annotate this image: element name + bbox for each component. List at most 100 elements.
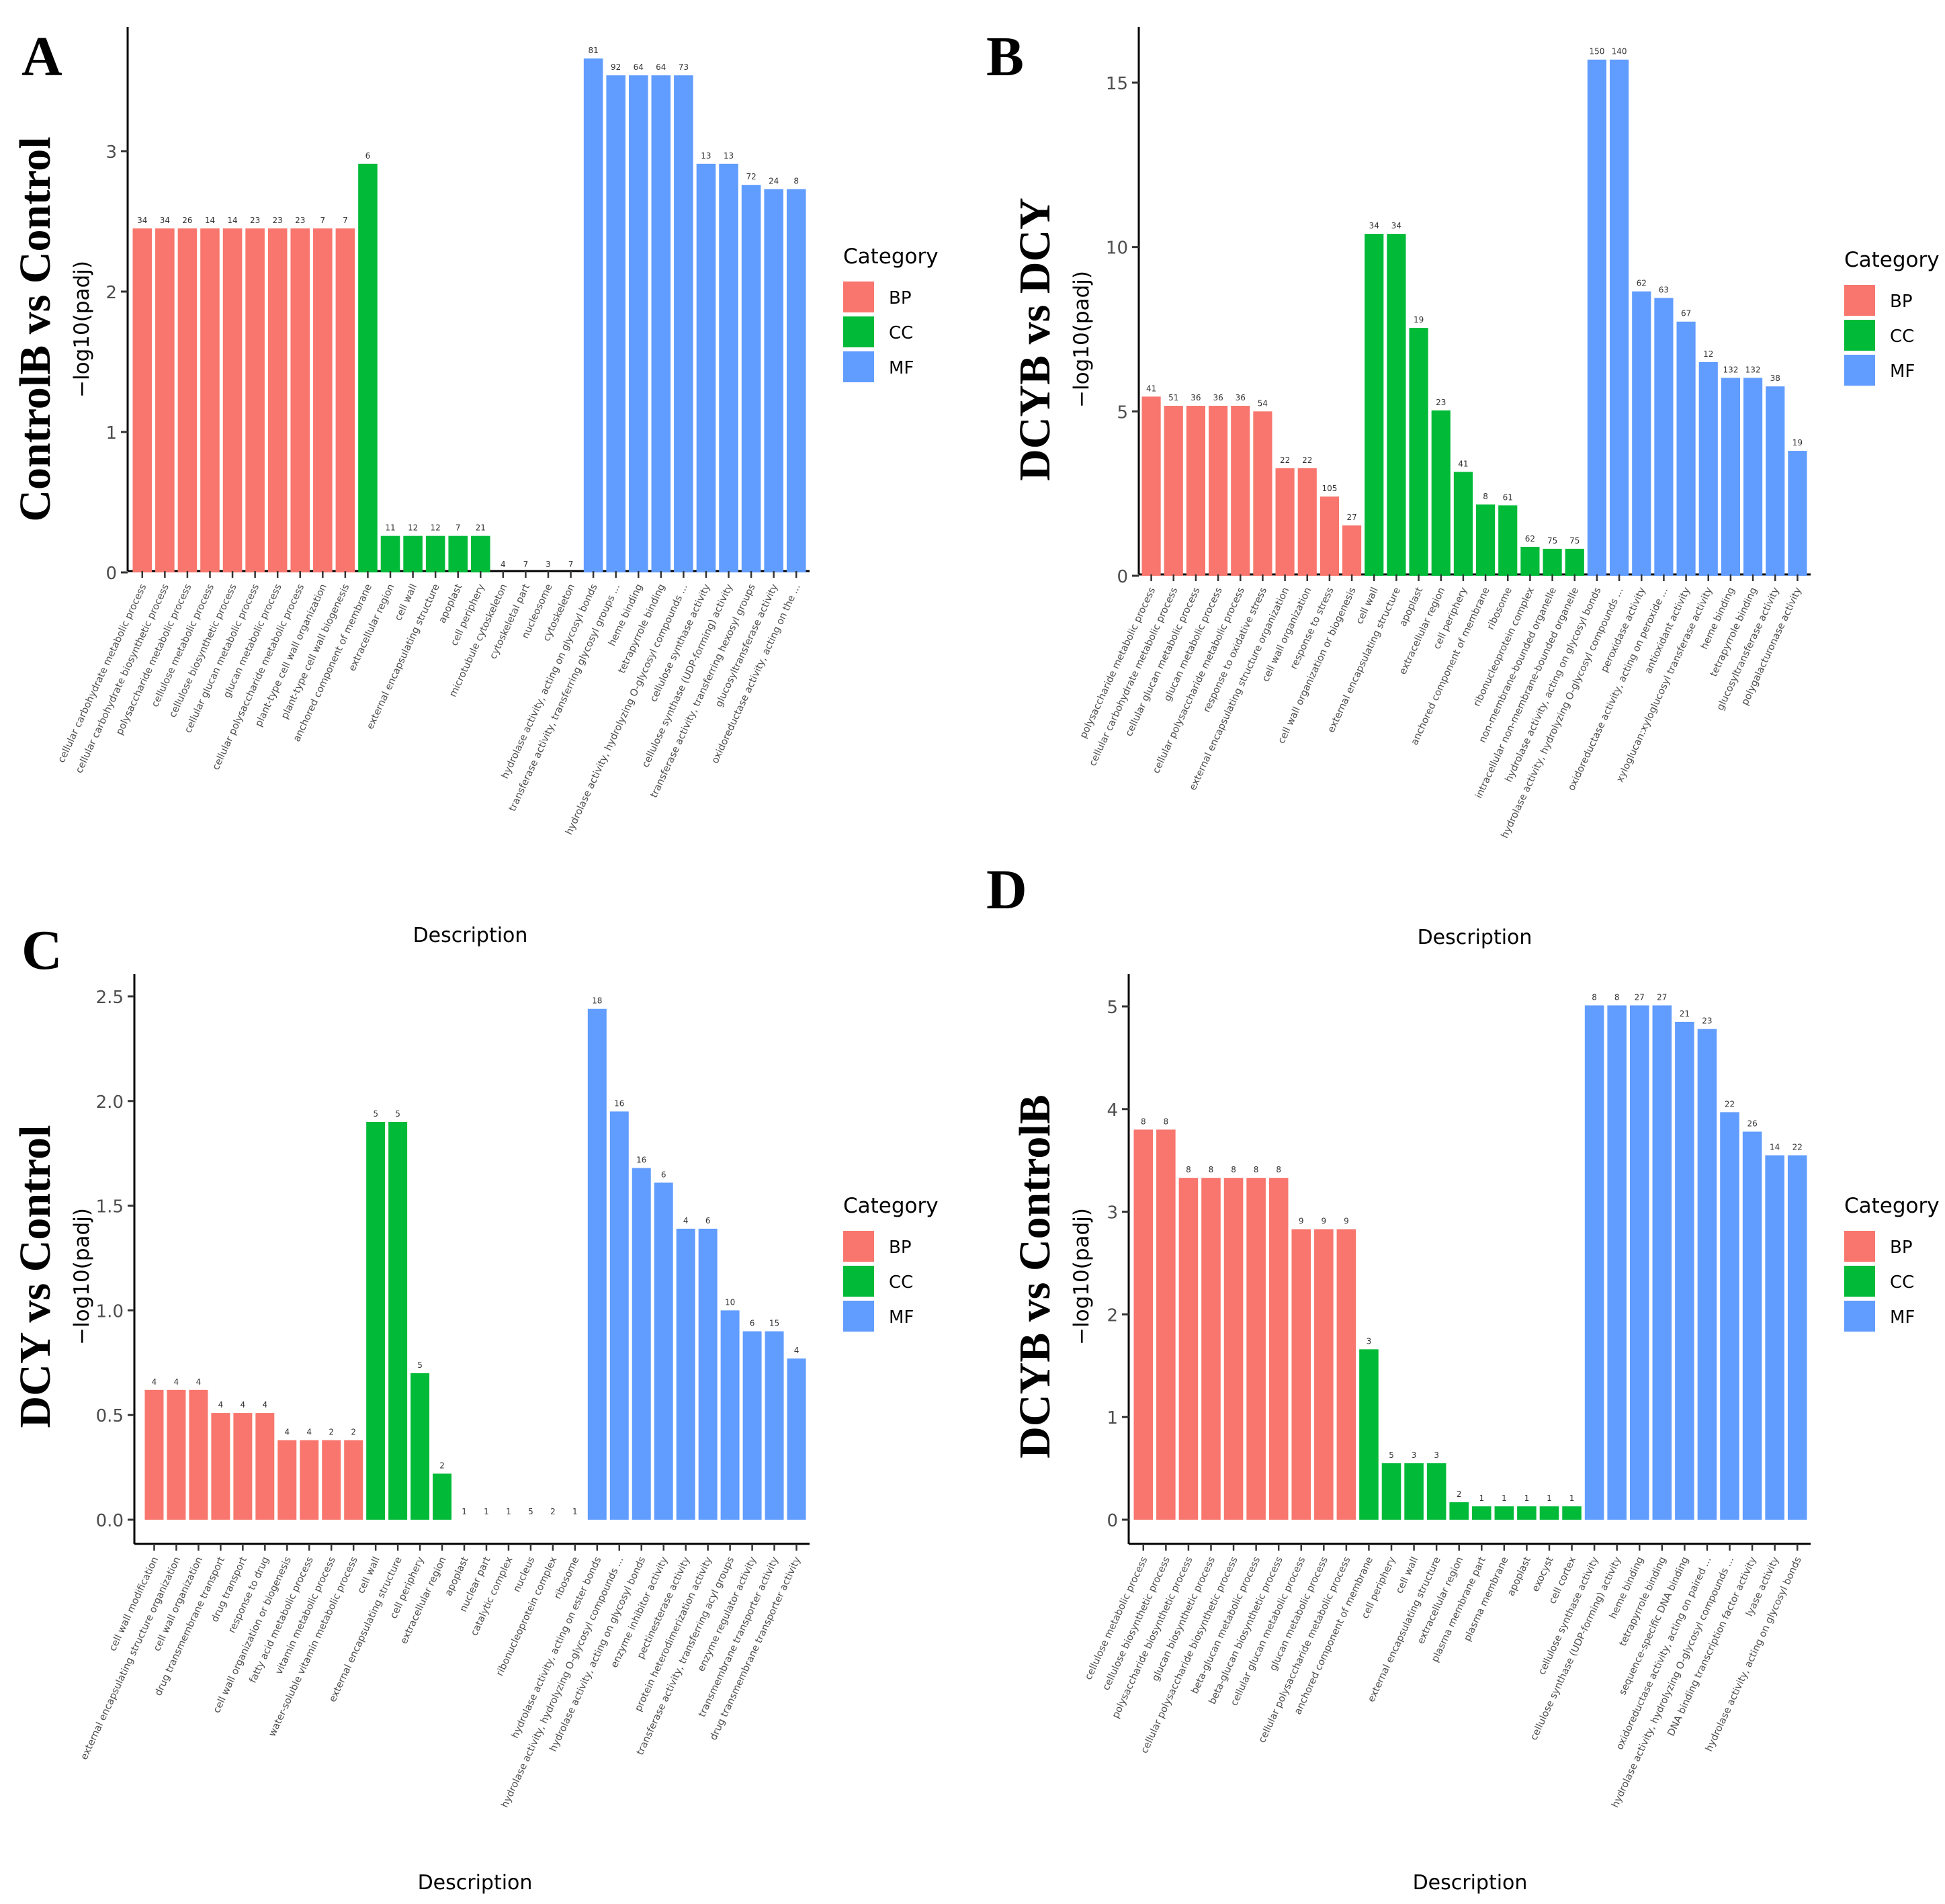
bar-bp — [233, 1413, 253, 1520]
bar-cc — [1431, 410, 1451, 576]
bar-count-label: 6 — [705, 1216, 711, 1225]
bar-count-label: 34 — [1391, 221, 1401, 230]
legend-label-mf: MF — [1890, 361, 1915, 382]
bar-cc — [380, 535, 400, 572]
bar-mf — [651, 75, 671, 572]
chart-panel-c: C DCY vs Control −log10(padj) 0.0 0.5 1.0 1.5 2… — [11, 919, 939, 1895]
bar-count-label: 41 — [1146, 384, 1156, 393]
legend-key-bp — [843, 282, 874, 312]
y-tick-label: 3 — [1107, 1203, 1118, 1223]
bar-count-label: 3 — [546, 560, 551, 569]
bar-bp — [1275, 468, 1295, 576]
bar-count-label: 61 — [1503, 492, 1513, 502]
bar-mf — [698, 1228, 718, 1520]
legend-label-bp: BP — [889, 288, 912, 308]
y-tick-label: 0 — [105, 564, 117, 584]
legend-label-bp: BP — [1890, 292, 1913, 312]
bar-bp — [222, 228, 243, 572]
legend-key-mf — [1844, 355, 1875, 386]
legend-key-bp — [1844, 285, 1875, 316]
y-axis-label: −log10(padj) — [70, 1208, 94, 1345]
bar-count-label: 22 — [1792, 1143, 1803, 1152]
bar-count-label: 2 — [550, 1507, 556, 1516]
bar-count-label: 8 — [1614, 992, 1620, 1002]
bar-count-label: 22 — [1725, 1099, 1735, 1109]
legend-label-mf: MF — [889, 358, 914, 378]
bar-bp — [1253, 411, 1272, 576]
bar-cc — [1520, 546, 1540, 576]
bar-count-label: 8 — [1231, 1165, 1236, 1174]
bar-count-label: 38 — [1770, 374, 1780, 383]
bar-count-label: 34 — [160, 216, 170, 225]
bar-count-label: 1 — [506, 1507, 511, 1516]
bar-bp — [1141, 396, 1161, 576]
y-tick-label: 15 — [1106, 74, 1128, 94]
legend-key-cc — [1844, 320, 1875, 351]
bar-count-label: 8 — [1254, 1165, 1259, 1174]
bar-count-label: 8 — [1483, 492, 1488, 501]
bar-cc — [1498, 505, 1518, 576]
bar-cc — [1517, 1506, 1537, 1520]
bar-cc — [1565, 548, 1584, 576]
bar-count-label: 4 — [262, 1400, 267, 1410]
bar-mf — [1697, 1029, 1717, 1520]
bar-count-label: 4 — [794, 1346, 799, 1355]
bar-mf — [1743, 378, 1763, 576]
bar-count-label: 14 — [227, 216, 237, 225]
bar-cc — [1359, 1349, 1379, 1520]
bar-cc — [1472, 1506, 1492, 1520]
bar-mf — [1587, 59, 1606, 576]
bar-count-label: 62 — [1637, 279, 1647, 288]
bar-cc — [388, 1121, 408, 1520]
bar-mf — [1787, 1155, 1807, 1520]
y-tick-label: 3 — [105, 142, 117, 163]
bar-count-label: 105 — [1322, 484, 1337, 493]
bar-count-label: 64 — [634, 62, 644, 72]
bar-count-label: 36 — [1213, 393, 1223, 402]
bar-count-label: 8 — [1276, 1165, 1281, 1174]
bar-count-label: 4 — [218, 1400, 224, 1410]
bar-mf — [720, 1310, 740, 1520]
chart-title: DCY vs Control — [11, 1125, 60, 1428]
bar-count-label: 2 — [439, 1461, 445, 1470]
legend-key-mf — [843, 1301, 874, 1332]
bar-cc — [1494, 1506, 1514, 1520]
bar-cc — [1409, 328, 1428, 576]
bar-mf — [1720, 1112, 1739, 1520]
y-tick-label: 5 — [1117, 402, 1128, 423]
bar-count-label: 22 — [1302, 456, 1312, 465]
bar-count-label: 2 — [351, 1428, 356, 1437]
bar-mf — [742, 1331, 762, 1520]
y-tick-label: 0 — [1117, 567, 1128, 587]
y-tick-label: 1.5 — [96, 1197, 124, 1217]
x-tick-label: exocyst — [1530, 1555, 1556, 1594]
bar-count-label: 7 — [456, 523, 461, 533]
y-tick-label: 0.0 — [96, 1511, 124, 1531]
bar-mf — [1652, 1005, 1672, 1520]
y-tick-label: 2 — [1107, 1305, 1118, 1326]
bar-bp — [344, 1440, 363, 1520]
bar-mf — [609, 1111, 629, 1520]
bar-bp — [277, 1440, 297, 1520]
bar-bp — [245, 228, 265, 572]
legend-key-bp — [1844, 1231, 1875, 1262]
bar-cc — [1543, 548, 1562, 576]
bar-count-label: 36 — [1236, 393, 1246, 402]
chart-title: DCYB vs ControlB — [1010, 1094, 1060, 1459]
bar-count-label: 1 — [572, 1507, 578, 1516]
bar-cc — [1476, 504, 1496, 576]
bar-cc — [471, 535, 490, 572]
x-axis-title: Description — [1418, 926, 1532, 949]
legend-label-mf: MF — [889, 1307, 914, 1328]
bar-count-label: 23 — [273, 216, 283, 225]
bar-count-label: 1 — [1547, 1494, 1552, 1503]
bar-mf — [1584, 1005, 1604, 1520]
bar-bp — [322, 1440, 341, 1520]
x-axis-title: Description — [418, 1871, 533, 1895]
bar-mf — [587, 1008, 607, 1520]
legend-title: Category — [1844, 1194, 1940, 1218]
bar-cc — [1381, 1463, 1401, 1520]
bar-bp — [1268, 1178, 1289, 1520]
